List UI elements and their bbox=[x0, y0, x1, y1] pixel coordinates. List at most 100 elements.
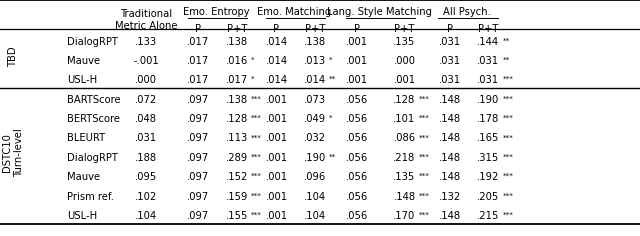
Text: ***: *** bbox=[251, 173, 262, 179]
Text: .135: .135 bbox=[394, 37, 415, 47]
Text: .218: .218 bbox=[394, 153, 415, 163]
Text: .113: .113 bbox=[226, 134, 248, 143]
Text: .097: .097 bbox=[188, 114, 209, 124]
Text: .001: .001 bbox=[266, 95, 287, 105]
Text: .165: .165 bbox=[477, 134, 499, 143]
Text: ***: *** bbox=[502, 212, 513, 218]
Text: ***: *** bbox=[419, 115, 429, 121]
Text: DialogRPT: DialogRPT bbox=[67, 37, 118, 47]
Text: TBD: TBD bbox=[8, 46, 18, 67]
Text: .178: .178 bbox=[477, 114, 499, 124]
Text: .001: .001 bbox=[346, 56, 368, 66]
Text: .031: .031 bbox=[477, 76, 499, 85]
Text: .170: .170 bbox=[394, 211, 415, 221]
Text: .031: .031 bbox=[135, 134, 157, 143]
Text: .144: .144 bbox=[477, 37, 499, 47]
Text: BLEURT: BLEURT bbox=[67, 134, 106, 143]
Text: ***: *** bbox=[502, 134, 513, 140]
Text: .072: .072 bbox=[135, 95, 157, 105]
Text: .001: .001 bbox=[266, 211, 287, 221]
Text: .138: .138 bbox=[226, 37, 248, 47]
Text: ***: *** bbox=[419, 134, 429, 140]
Text: .056: .056 bbox=[346, 153, 368, 163]
Text: Mauve: Mauve bbox=[67, 56, 100, 66]
Text: .056: .056 bbox=[346, 211, 368, 221]
Text: .056: .056 bbox=[346, 192, 368, 202]
Text: ***: *** bbox=[502, 115, 513, 121]
Text: .096: .096 bbox=[304, 172, 326, 182]
Text: P+T: P+T bbox=[227, 24, 247, 34]
Text: .097: .097 bbox=[188, 134, 209, 143]
Text: Prism ref.: Prism ref. bbox=[67, 192, 114, 202]
Text: ***: *** bbox=[251, 115, 262, 121]
Text: .104: .104 bbox=[304, 192, 326, 202]
Text: .056: .056 bbox=[346, 95, 368, 105]
Text: .001: .001 bbox=[394, 76, 415, 85]
Text: .101: .101 bbox=[394, 114, 415, 124]
Text: .148: .148 bbox=[439, 172, 461, 182]
Text: .188: .188 bbox=[135, 153, 157, 163]
Text: .073: .073 bbox=[304, 95, 326, 105]
Text: USL-H: USL-H bbox=[67, 76, 97, 85]
Text: .159: .159 bbox=[226, 192, 248, 202]
Text: .056: .056 bbox=[346, 172, 368, 182]
Text: .049: .049 bbox=[304, 114, 326, 124]
Text: .148: .148 bbox=[439, 211, 461, 221]
Text: .014: .014 bbox=[266, 76, 287, 85]
Text: .155: .155 bbox=[226, 211, 248, 221]
Text: P+T: P+T bbox=[478, 24, 499, 34]
Text: ***: *** bbox=[502, 192, 513, 198]
Text: .086: .086 bbox=[394, 134, 415, 143]
Text: *: * bbox=[329, 57, 333, 63]
Text: P: P bbox=[273, 24, 280, 34]
Text: ***: *** bbox=[251, 134, 262, 140]
Text: .148: .148 bbox=[439, 95, 461, 105]
Text: ***: *** bbox=[251, 212, 262, 218]
Text: .014: .014 bbox=[266, 56, 287, 66]
Text: DialogRPT: DialogRPT bbox=[67, 153, 118, 163]
Text: -.001: -.001 bbox=[133, 56, 159, 66]
Text: .031: .031 bbox=[439, 37, 461, 47]
Text: *: * bbox=[329, 115, 333, 121]
Text: .017: .017 bbox=[188, 56, 209, 66]
Text: .001: .001 bbox=[346, 37, 368, 47]
Text: .148: .148 bbox=[439, 134, 461, 143]
Text: .097: .097 bbox=[188, 211, 209, 221]
Text: .001: .001 bbox=[346, 76, 368, 85]
Text: ***: *** bbox=[419, 96, 429, 101]
Text: .017: .017 bbox=[188, 37, 209, 47]
Text: .014: .014 bbox=[304, 76, 326, 85]
Text: ***: *** bbox=[419, 154, 429, 160]
Text: *: * bbox=[251, 76, 255, 82]
Text: .190: .190 bbox=[477, 95, 499, 105]
Text: ***: *** bbox=[502, 154, 513, 160]
Text: .192: .192 bbox=[477, 172, 499, 182]
Text: ***: *** bbox=[502, 173, 513, 179]
Text: .289: .289 bbox=[226, 153, 248, 163]
Text: .001: .001 bbox=[266, 114, 287, 124]
Text: All Psych.: All Psych. bbox=[444, 7, 491, 17]
Text: .152: .152 bbox=[226, 172, 248, 182]
Text: .128: .128 bbox=[226, 114, 248, 124]
Text: ***: *** bbox=[419, 173, 429, 179]
Text: .097: .097 bbox=[188, 192, 209, 202]
Text: BARTScore: BARTScore bbox=[67, 95, 121, 105]
Text: ***: *** bbox=[251, 192, 262, 198]
Text: .032: .032 bbox=[304, 134, 326, 143]
Text: .056: .056 bbox=[346, 114, 368, 124]
Text: **: ** bbox=[329, 76, 336, 82]
Text: .001: .001 bbox=[266, 153, 287, 163]
Text: .031: .031 bbox=[439, 76, 461, 85]
Text: Emo. Matching: Emo. Matching bbox=[257, 7, 332, 17]
Text: .104: .104 bbox=[135, 211, 157, 221]
Text: .138: .138 bbox=[226, 95, 248, 105]
Text: .000: .000 bbox=[135, 76, 157, 85]
Text: .095: .095 bbox=[135, 172, 157, 182]
Text: ***: *** bbox=[502, 76, 513, 82]
Text: ***: *** bbox=[251, 96, 262, 101]
Text: .135: .135 bbox=[394, 172, 415, 182]
Text: P+T: P+T bbox=[394, 24, 415, 34]
Text: .190: .190 bbox=[304, 153, 326, 163]
Text: .097: .097 bbox=[188, 153, 209, 163]
Text: .315: .315 bbox=[477, 153, 499, 163]
